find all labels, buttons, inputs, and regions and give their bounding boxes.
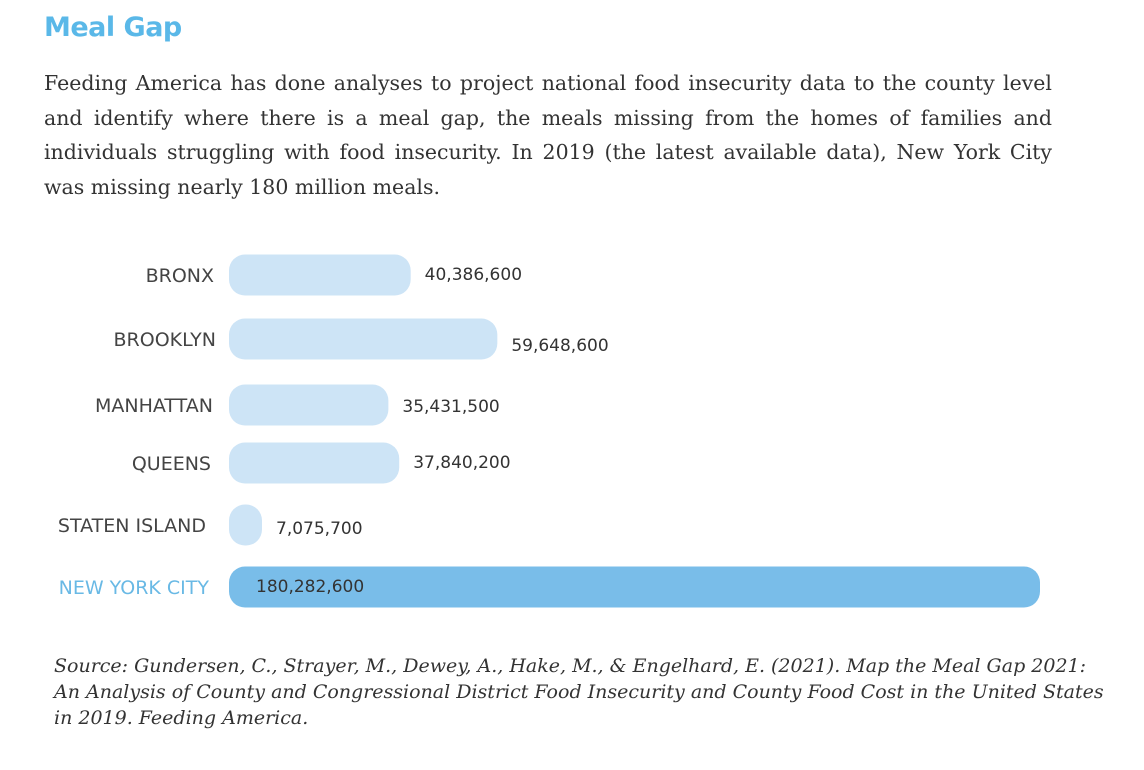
category-label: STATEN ISLAND	[58, 515, 206, 537]
bar	[229, 318, 498, 360]
category-label: BROOKLYN	[114, 329, 217, 351]
category-label: NEW YORK CITY	[59, 577, 210, 599]
category-label: QUEENS	[132, 453, 211, 475]
value-label: 35,431,500	[402, 397, 499, 417]
value-label: 40,386,600	[425, 265, 522, 285]
value-label: 7,075,700	[276, 519, 363, 539]
bar	[229, 566, 1040, 608]
category-label: BRONX	[146, 265, 214, 287]
page-title: Meal Gap	[44, 12, 182, 43]
value-label: 180,282,600	[256, 577, 364, 597]
intro-paragraph: Feeding America has done analyses to pro…	[44, 71, 1052, 199]
bar	[229, 254, 411, 296]
meal-gap-bar-chart: BRONX 40,386,600 BROOKLYN 59,648,600 MANHATT…	[58, 254, 1040, 608]
category-label: MANHATTAN	[95, 395, 213, 417]
value-label: 59,648,600	[511, 336, 608, 356]
bar	[229, 504, 262, 546]
value-label: 37,840,200	[413, 453, 510, 473]
source-citation: Source: Gundersen, C., Strayer, M., Dewe…	[54, 655, 1104, 729]
bar	[229, 442, 400, 484]
bar	[229, 384, 389, 426]
